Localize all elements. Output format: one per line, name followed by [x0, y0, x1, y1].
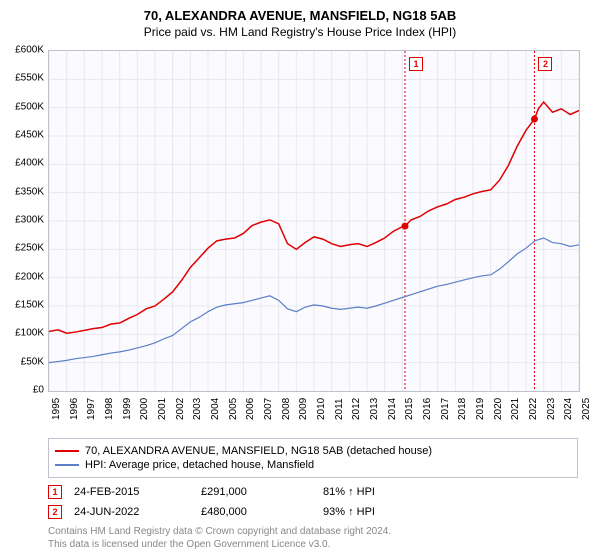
x-tick-label: 2015 [404, 398, 415, 420]
plot-svg [49, 51, 579, 391]
sale-marker-box: 1 [409, 57, 423, 71]
y-axis-ticks: £0£50K£100K£150K£200K£250K£300K£350K£400… [0, 50, 46, 390]
legend-swatch [55, 450, 79, 452]
sales-table: 1 24-FEB-2015 £291,000 81% ↑ HPI 2 24-JUN-202… [48, 482, 578, 522]
x-tick-label: 2020 [493, 398, 504, 420]
x-tick-label: 2017 [440, 398, 451, 420]
x-tick-label: 2010 [316, 398, 327, 420]
legend: 70, ALEXANDRA AVENUE, MANSFIELD, NG18 5A… [48, 438, 578, 478]
sale-row: 2 24-JUN-2022 £480,000 93% ↑ HPI [48, 502, 578, 522]
sale-hpi: 81% ↑ HPI [323, 486, 578, 498]
sale-price: £480,000 [201, 506, 311, 518]
y-tick-label: £550K [15, 73, 44, 84]
x-tick-label: 2011 [334, 398, 345, 420]
x-tick-label: 2005 [228, 398, 239, 420]
y-tick-label: £600K [15, 45, 44, 56]
x-tick-label: 2021 [510, 398, 521, 420]
y-tick-label: £450K [15, 130, 44, 141]
x-tick-label: 1995 [51, 398, 62, 420]
sale-row: 1 24-FEB-2015 £291,000 81% ↑ HPI [48, 482, 578, 502]
x-tick-label: 2001 [157, 398, 168, 420]
attribution-line2: This data is licensed under the Open Gov… [48, 538, 578, 551]
chart-title: 70, ALEXANDRA AVENUE, MANSFIELD, NG18 5A… [0, 0, 600, 23]
plot-area: 12 [48, 50, 580, 392]
x-tick-label: 2025 [581, 398, 592, 420]
x-tick-label: 2024 [563, 398, 574, 420]
x-tick-label: 2014 [387, 398, 398, 420]
x-tick-label: 2009 [298, 398, 309, 420]
legend-item: HPI: Average price, detached house, Mans… [55, 458, 571, 472]
y-tick-label: £400K [15, 158, 44, 169]
y-tick-label: £350K [15, 186, 44, 197]
attribution: Contains HM Land Registry data © Crown c… [48, 525, 578, 551]
legend-label: HPI: Average price, detached house, Mans… [85, 459, 314, 471]
x-tick-label: 2022 [528, 398, 539, 420]
chart-container: 70, ALEXANDRA AVENUE, MANSFIELD, NG18 5A… [0, 0, 600, 560]
y-tick-label: £150K [15, 300, 44, 311]
x-tick-label: 1999 [122, 398, 133, 420]
x-tick-label: 2018 [457, 398, 468, 420]
sale-marker-box: 2 [538, 57, 552, 71]
x-tick-label: 1998 [104, 398, 115, 420]
x-tick-label: 2003 [192, 398, 203, 420]
x-tick-label: 2002 [175, 398, 186, 420]
x-tick-label: 2008 [281, 398, 292, 420]
legend-label: 70, ALEXANDRA AVENUE, MANSFIELD, NG18 5A… [85, 445, 432, 457]
y-tick-label: £50K [21, 356, 44, 367]
x-tick-label: 2023 [546, 398, 557, 420]
x-axis-ticks: 1995 1996 1997 1998 1999 2000 2001 2002 2003 2004… [48, 390, 578, 430]
y-tick-label: £250K [15, 243, 44, 254]
y-tick-label: £300K [15, 215, 44, 226]
legend-item: 70, ALEXANDRA AVENUE, MANSFIELD, NG18 5A… [55, 444, 571, 458]
x-tick-label: 1997 [86, 398, 97, 420]
x-tick-label: 2000 [139, 398, 150, 420]
y-tick-label: £200K [15, 271, 44, 282]
sale-date: 24-JUN-2022 [74, 506, 189, 518]
x-tick-label: 2007 [263, 398, 274, 420]
y-tick-label: £100K [15, 328, 44, 339]
sale-marker-icon: 2 [48, 505, 62, 519]
y-tick-label: £0 [33, 385, 44, 396]
sale-price: £291,000 [201, 486, 311, 498]
sale-date: 24-FEB-2015 [74, 486, 189, 498]
x-tick-label: 2006 [245, 398, 256, 420]
x-tick-label: 2012 [351, 398, 362, 420]
attribution-line1: Contains HM Land Registry data © Crown c… [48, 525, 578, 538]
sale-hpi: 93% ↑ HPI [323, 506, 578, 518]
chart-subtitle: Price paid vs. HM Land Registry's House … [0, 23, 600, 43]
y-tick-label: £500K [15, 101, 44, 112]
x-tick-label: 2016 [422, 398, 433, 420]
x-tick-label: 2019 [475, 398, 486, 420]
legend-swatch [55, 464, 79, 466]
x-tick-label: 2013 [369, 398, 380, 420]
x-tick-label: 1996 [69, 398, 80, 420]
sale-marker-icon: 1 [48, 485, 62, 499]
x-tick-label: 2004 [210, 398, 221, 420]
